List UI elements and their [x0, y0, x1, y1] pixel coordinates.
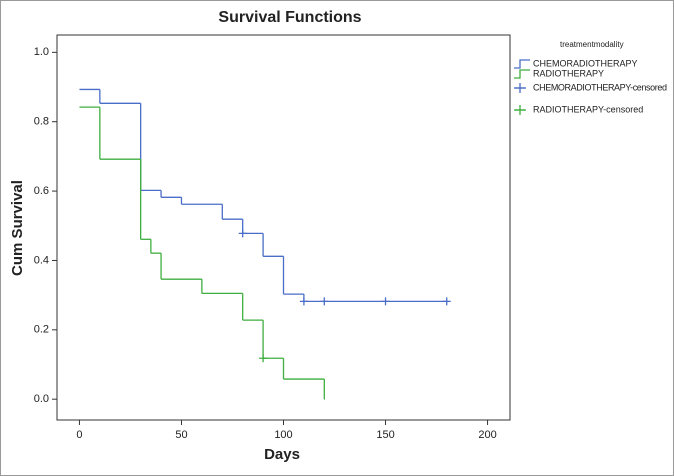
- legend-title: treatmentmodality: [560, 40, 624, 49]
- censor-mark: [442, 297, 451, 306]
- legend-label: RADIOTHERAPY: [533, 68, 604, 78]
- x-tick-label: 200: [478, 429, 496, 441]
- censor-mark: [238, 229, 247, 238]
- legend-swatch: [514, 59, 530, 69]
- y-tick-label: 0.0: [34, 393, 49, 405]
- x-tick-label: 100: [274, 429, 292, 441]
- x-tick-label: 50: [175, 429, 187, 441]
- x-tick-label: 0: [76, 429, 82, 441]
- y-tick-label: 1.0: [34, 46, 49, 58]
- y-tick-label: 0.2: [34, 324, 49, 336]
- x-tick-label: 150: [376, 429, 394, 441]
- y-axis-label: Cum Survival: [9, 180, 26, 276]
- censor-mark: [320, 297, 329, 306]
- y-tick-label: 0.6: [34, 185, 49, 197]
- legend-label: RADIOTHERAPY-censored: [533, 104, 643, 114]
- censor-mark: [381, 297, 390, 306]
- x-axis-label: Days: [264, 446, 300, 463]
- y-tick-label: 0.4: [34, 254, 49, 266]
- y-tick-label: 0.8: [34, 116, 49, 128]
- chart-title: Survival Functions: [218, 9, 361, 26]
- legend-label: CHEMORADIOTHERAPY-censored: [533, 82, 667, 92]
- legend-swatch: [514, 69, 530, 79]
- legend-label: CHEMORADIOTHERAPY: [533, 58, 638, 68]
- censor-mark: [259, 354, 268, 363]
- censor-mark: [299, 297, 308, 306]
